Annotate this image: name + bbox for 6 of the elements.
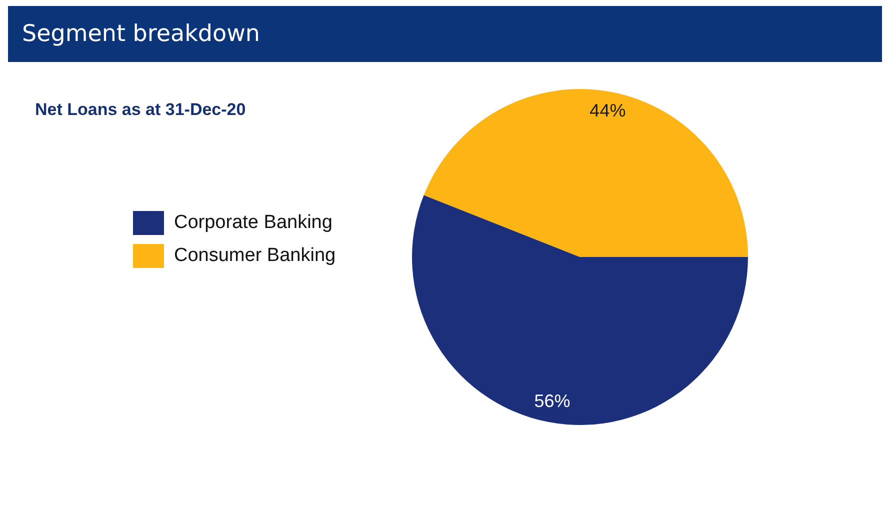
chart-title: Segment breakdown xyxy=(8,6,882,62)
text: Net Loans as at 31-Dec-20 xyxy=(35,100,246,120)
data-label: 56% xyxy=(534,391,570,412)
data-label: 44% xyxy=(590,100,626,121)
legend-label: Consumer Banking xyxy=(174,244,336,266)
legend-label: Corporate Banking xyxy=(174,212,332,234)
